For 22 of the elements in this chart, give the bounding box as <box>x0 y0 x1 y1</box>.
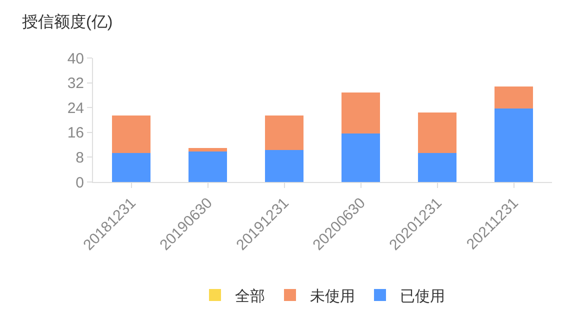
legend-label: 已使用 <box>400 288 445 305</box>
legend-label: 全部 <box>235 288 265 305</box>
bar <box>265 116 304 150</box>
bar <box>342 133 380 182</box>
y-tick-label: 8 <box>76 149 84 166</box>
y-tick-label: 32 <box>67 75 84 92</box>
bar <box>418 112 456 153</box>
bar <box>188 148 227 152</box>
bar <box>265 150 304 182</box>
y-axis-title: 授信额度(亿) <box>22 13 113 31</box>
bar <box>494 86 533 109</box>
bar <box>342 92 380 134</box>
y-tick-label: 24 <box>67 100 84 117</box>
bar <box>418 152 456 182</box>
y-tick-label: 40 <box>67 50 84 68</box>
bar <box>112 152 150 182</box>
bar <box>112 116 150 153</box>
bar <box>494 108 533 182</box>
legend-label: 未使用 <box>310 288 355 305</box>
y-tick-label: 0 <box>76 174 84 192</box>
bar <box>188 152 227 182</box>
y-tick-label: 16 <box>67 124 84 142</box>
